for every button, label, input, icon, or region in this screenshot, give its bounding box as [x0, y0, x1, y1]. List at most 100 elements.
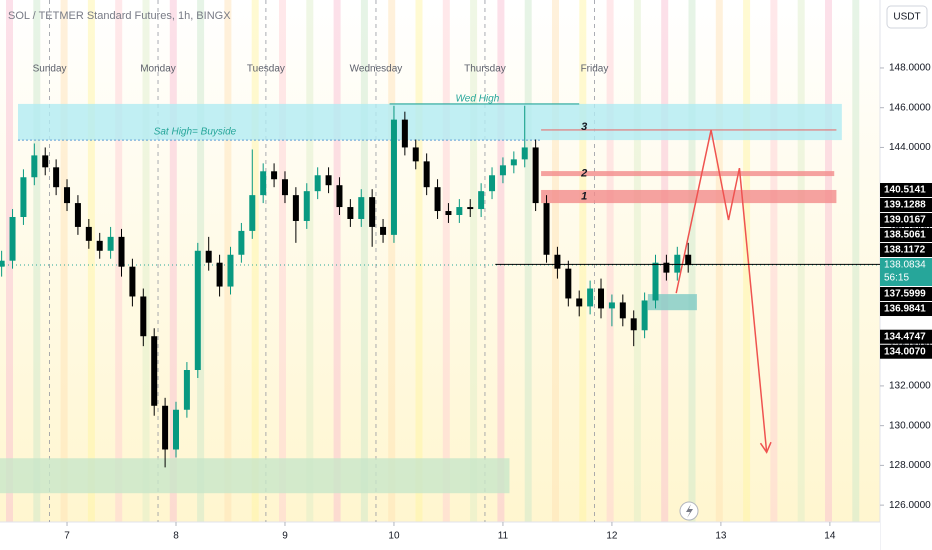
price-badge-label: 138.1172: [884, 245, 926, 256]
price-badge: [880, 302, 932, 317]
session-stripe: [606, 0, 614, 522]
x-tick-label: 9: [282, 531, 288, 542]
candle-body: [151, 336, 158, 406]
candle-body: [118, 236, 125, 267]
candle-body: [0, 260, 5, 267]
x-tick-label: 8: [173, 531, 179, 542]
price-badge-label: 137.5999: [884, 289, 926, 300]
current-price-badge: [880, 258, 932, 287]
zone-label: 2: [580, 167, 587, 179]
price-badge-label: 139.1288: [884, 200, 926, 211]
price-badge: [880, 243, 932, 258]
session-stripe: [661, 0, 669, 522]
candle-body: [336, 185, 343, 208]
replay-icon[interactable]: [679, 501, 699, 521]
zone: [0, 458, 510, 494]
candle-body: [129, 266, 136, 297]
y-tick-label: 126.0000: [889, 500, 931, 511]
session-stripe: [306, 0, 314, 522]
session-stripe: [633, 0, 641, 522]
line-label: Wed High: [456, 94, 500, 105]
session-stripe: [388, 0, 396, 522]
candle-body: [510, 159, 517, 166]
candle-body: [380, 226, 387, 235]
y-tick-label: 148.0000: [889, 63, 931, 74]
price-badge-label: 134.4747: [884, 331, 926, 342]
session-stripe: [825, 0, 832, 522]
candle-body: [478, 191, 485, 210]
y-tick-label: 144.0000: [889, 142, 931, 153]
price-badge-label: 139.0167: [884, 215, 926, 226]
session-stripe: [524, 0, 532, 522]
candle-body: [249, 195, 256, 231]
session-stripe: [497, 0, 505, 522]
candle-body: [652, 262, 659, 301]
candle-body: [576, 298, 583, 307]
session-stripe: [33, 0, 41, 522]
session-stripe: [579, 0, 587, 522]
x-tick-label: 11: [498, 531, 509, 542]
price-badge-label: 140.5141: [884, 185, 926, 196]
candle-body: [74, 203, 81, 227]
candle-body: [663, 262, 670, 273]
price-badge-label: 134.0070: [884, 346, 926, 357]
x-tick-label: 14: [824, 531, 836, 542]
session-stripe: [251, 0, 259, 522]
candle-body: [205, 250, 212, 263]
price-badge: [880, 228, 932, 243]
session-stripe: [360, 0, 368, 522]
day-label: Friday: [581, 64, 609, 75]
y-tick-label: 130.0000: [889, 420, 931, 431]
price-badge: [880, 213, 932, 228]
candle-body: [292, 195, 299, 221]
candle-body: [53, 167, 60, 188]
candle-body: [162, 405, 169, 450]
session-stripe: [60, 0, 68, 522]
candle-body: [489, 175, 496, 192]
currency-label[interactable]: USDT: [893, 12, 920, 23]
candle-body: [554, 254, 561, 269]
candle-body: [412, 147, 419, 162]
session-stripe: [442, 0, 450, 522]
chart-title: SOL / TETMER Standard Futures, 1h, BINGX: [8, 10, 231, 22]
session-stripe: [142, 0, 150, 522]
zone-label: 1: [581, 190, 587, 202]
candle-body: [107, 236, 114, 251]
candle-body: [423, 161, 430, 188]
day-label: Tuesday: [247, 64, 285, 75]
session-stripe: [415, 0, 423, 522]
candle-body: [85, 226, 92, 241]
candle-body: [64, 187, 71, 204]
candle-body: [31, 155, 38, 178]
zone: [541, 189, 837, 204]
candle-body: [532, 147, 539, 204]
candle-body: [390, 119, 397, 235]
session-stripe: [169, 0, 177, 522]
x-tick-label: 10: [388, 531, 400, 542]
candle-body: [587, 288, 594, 307]
arrow-head: [759, 441, 772, 454]
icon-bolt[interactable]: [686, 504, 693, 518]
candle-body: [325, 175, 332, 186]
candle-body: [173, 409, 179, 450]
zone: [647, 294, 697, 311]
time-axis: [0, 522, 880, 550]
day-label: Sunday: [33, 64, 67, 75]
zone: [541, 171, 835, 177]
candle-body: [140, 296, 147, 337]
session-stripe: [852, 0, 860, 522]
zone: [17, 103, 842, 141]
candle-body: [674, 254, 681, 273]
day-label: Monday: [140, 64, 176, 75]
candle-body: [42, 155, 49, 168]
currency-button[interactable]: [886, 5, 928, 29]
x-tick-label: 12: [606, 531, 618, 542]
candle-body: [9, 216, 16, 261]
candle-body: [227, 254, 234, 287]
price-badge-label: 136.9841: [884, 304, 926, 315]
price-badge: [880, 329, 932, 344]
candle-body: [96, 240, 103, 251]
session-stripe: [688, 0, 696, 522]
